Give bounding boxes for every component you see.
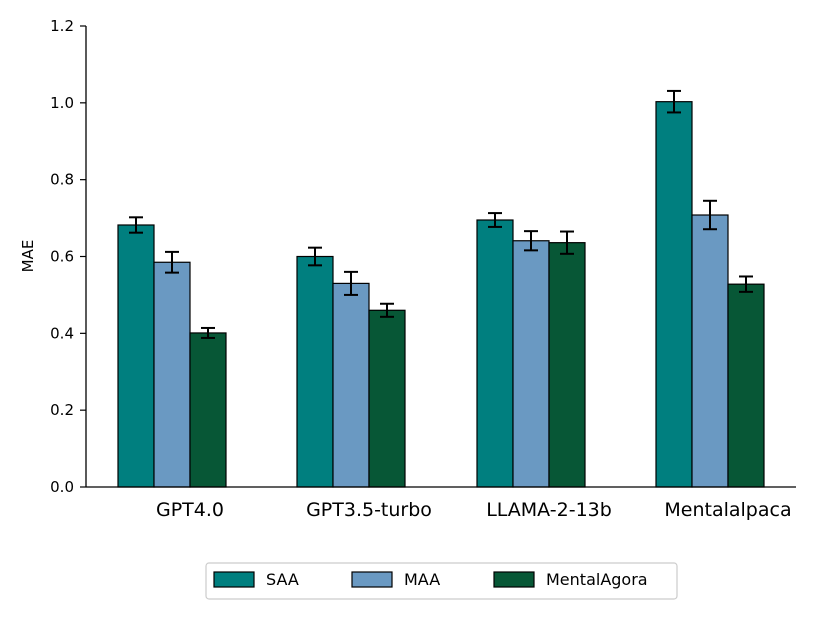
y-tick-label: 1.0 <box>50 94 74 112</box>
error-bar-maa-mentalalpaca <box>703 199 717 231</box>
legend-label-mentalagora: MentalAgora <box>546 570 648 589</box>
bar-saa-llama-2-13b <box>476 219 514 488</box>
error-bar-maa-llama-2-13b <box>524 230 538 252</box>
y-tick-label: 0.0 <box>50 478 74 496</box>
legend-frame <box>205 562 678 600</box>
error-bar-mentalagora-mentalalpaca <box>739 275 753 293</box>
legend: SAA MAA MentalAgora <box>205 562 678 600</box>
error-bar-saa-llama-2-13b <box>488 212 502 228</box>
bar-maa-gpt4.0 <box>153 261 191 488</box>
error-bar-saa-gpt3.5-turbo <box>308 246 322 267</box>
x-tick-label: Mentalalpaca <box>664 499 791 521</box>
bars-layer <box>117 101 765 488</box>
legend-swatch-maa <box>351 571 393 588</box>
x-tick-label: GPT4.0 <box>156 499 224 521</box>
bar-saa-mentalalpaca <box>655 101 693 488</box>
legend-swatch-mentalagora <box>493 571 535 588</box>
error-bars-layer <box>129 89 753 339</box>
y-tick-label: 1.2 <box>50 17 74 35</box>
y-tick-label: 0.8 <box>50 171 74 189</box>
legend-label-saa: SAA <box>266 570 299 589</box>
y-tick-label: 0.2 <box>50 401 74 419</box>
error-bar-mentalagora-llama-2-13b <box>560 230 574 255</box>
legend-label-maa: MAA <box>404 570 440 589</box>
bar-maa-gpt3.5-turbo <box>332 282 370 488</box>
x-axis-labels: GPT4.0 GPT3.5-turbo LLAMA-2-13b Mentalalpac… <box>156 499 792 521</box>
x-tick-label: GPT3.5-turbo <box>306 499 432 521</box>
y-axis-ticks: 0.0 0.2 0.4 0.6 0.8 1.0 1.2 <box>50 17 86 496</box>
error-bar-maa-gpt4.0 <box>165 250 179 274</box>
bar-saa-gpt4.0 <box>117 224 155 488</box>
y-tick-label: 0.4 <box>50 324 74 342</box>
bar-maa-mentalalpaca <box>691 214 729 488</box>
bar-mentalagora-mentalalpaca <box>727 283 765 488</box>
bar-mentalagora-llama-2-13b <box>548 242 586 488</box>
bar-saa-gpt3.5-turbo <box>296 255 334 488</box>
error-bar-mentalagora-gpt4.0 <box>201 326 215 339</box>
x-tick-label: LLAMA-2-13b <box>486 499 612 521</box>
error-bar-saa-mentalalpaca <box>667 89 681 114</box>
error-bar-saa-gpt4.0 <box>129 216 143 234</box>
bar-mentalagora-gpt4.0 <box>189 332 227 488</box>
bar-mentalagora-gpt3.5-turbo <box>368 309 406 488</box>
y-axis-label: MAE <box>19 240 37 273</box>
bar-maa-llama-2-13b <box>512 240 550 488</box>
legend-swatch-saa <box>213 571 255 588</box>
error-bar-mentalagora-gpt3.5-turbo <box>380 302 394 318</box>
y-tick-label: 0.6 <box>50 248 74 266</box>
error-bar-maa-gpt3.5-turbo <box>344 270 358 296</box>
